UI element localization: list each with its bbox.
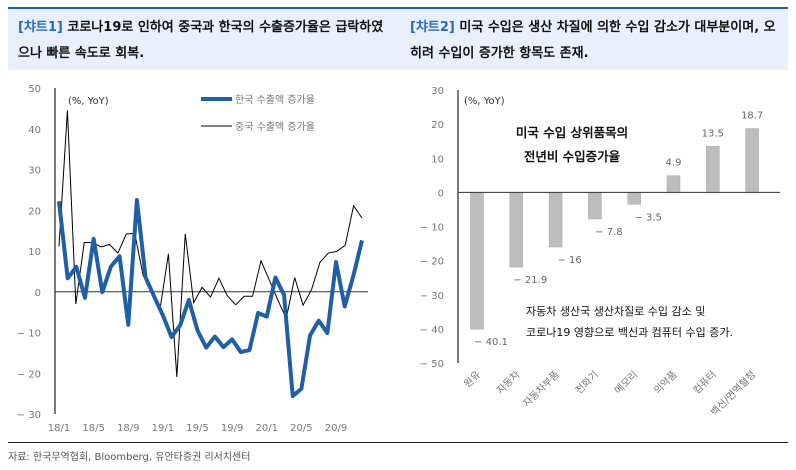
legend-korea-label: 한국 수출액 증가율 xyxy=(235,94,315,106)
y-tick-label: 30 xyxy=(28,166,41,177)
chart2-note-2: 코로나19 영향으로 백신과 컴퓨터 수입 증가. xyxy=(526,326,733,339)
data-label: − 7.8 xyxy=(595,227,622,238)
x-tick-label: 20/9 xyxy=(325,423,347,434)
y-tick-label: − 30 xyxy=(17,410,41,421)
x-tick-label: 전화기 xyxy=(573,369,601,397)
chart2-inner-title-2: 전년비 수입증가율 xyxy=(524,149,621,164)
x-tick-label: 19/9 xyxy=(221,423,243,434)
data-label: − 16 xyxy=(557,255,581,266)
x-tick-label: 의약품 xyxy=(652,369,680,397)
bar xyxy=(666,175,681,193)
x-tick-label: 자동차 xyxy=(494,369,522,397)
chart1-unit-label: (%, YoY) xyxy=(68,96,109,107)
x-tick-label: 메모리 xyxy=(612,369,640,397)
legend-china-label: 중국 수출액 증가율 xyxy=(235,121,315,133)
china-export-line xyxy=(58,110,363,377)
footer-divider xyxy=(8,442,788,443)
y-tick-label: − 20 xyxy=(420,257,444,268)
chart2-header: [챠트2] 미국 수입은 생산 차질에 의한 수입 감소가 대부분이며, 오히려… xyxy=(400,7,788,70)
data-label: 13.5 xyxy=(702,128,724,139)
y-tick-label: 50 xyxy=(28,84,41,95)
source-note: 자료: 한국무역협회, Bloomberg, 유안타증권 리서치센터 xyxy=(8,452,251,463)
y-tick-label: 30 xyxy=(431,86,444,97)
y-tick-label: − 50 xyxy=(420,359,444,370)
chart1: 50 40 30 20 10 0 − 10 − 20 − 30 18/1 18/5 18/9 19/1 1… xyxy=(17,84,368,434)
y-tick-label: 20 xyxy=(28,206,41,217)
x-tick-label: 자동차부품 xyxy=(521,369,562,410)
x-tick-label: 18/9 xyxy=(117,423,139,434)
bar xyxy=(588,192,602,220)
y-tick-label: 10 xyxy=(431,154,444,165)
y-tick-label: 0 xyxy=(35,288,41,299)
bar xyxy=(470,192,484,330)
bar xyxy=(548,192,563,248)
y-tick-label: 20 xyxy=(431,120,444,131)
x-tick-label: 20/1 xyxy=(256,423,278,434)
chart2-note-1: 자동차 생산국 생산차질로 수입 감소 및 xyxy=(526,305,705,318)
y-tick-label: − 10 xyxy=(17,329,41,340)
chart2-inner-title-1: 미국 수입 상위품목의 xyxy=(516,125,628,140)
bar xyxy=(706,146,720,193)
data-label: − 3.5 xyxy=(634,212,661,223)
data-label: 18.7 xyxy=(741,111,763,122)
y-tick-label: 40 xyxy=(28,125,41,136)
y-tick-label: − 20 xyxy=(17,369,41,380)
x-tick-label: 19/5 xyxy=(186,423,208,434)
data-label: − 40.1 xyxy=(474,337,508,348)
x-tick-label: 19/1 xyxy=(152,423,174,434)
bar xyxy=(509,192,524,268)
y-tick-label: − 10 xyxy=(420,223,444,234)
chart1-header: [챠트1] 코로나19로 인하여 중국과 한국의 수출증가율은 급락하였으나 빠… xyxy=(8,7,400,70)
bar xyxy=(745,128,759,193)
chart1-tag: [챠트1] xyxy=(18,20,63,35)
x-tick-label: 20/5 xyxy=(290,423,312,434)
chart2-header-text: 미국 수입은 생산 차질에 의한 수입 감소가 대부분이며, 오히려 수입이 증… xyxy=(410,20,776,61)
data-label: 4.9 xyxy=(666,158,682,169)
x-tick-label: 18/1 xyxy=(48,423,70,434)
chart1-header-text: 코로나19로 인하여 중국과 한국의 수출증가율은 급락하였으나 빠른 속도로 … xyxy=(18,20,384,61)
x-tick-label: 18/5 xyxy=(82,423,104,434)
y-tick-label: 0 xyxy=(438,188,444,199)
y-tick-label: − 30 xyxy=(420,291,444,302)
x-tick-label: 원유 xyxy=(462,369,484,391)
chart2-unit-label: (%, YoY) xyxy=(464,96,505,107)
data-label: − 21.9 xyxy=(513,275,547,286)
x-tick-label: 컴퓨터 xyxy=(691,369,719,397)
chart2-tag: [챠트2] xyxy=(410,20,455,35)
y-tick-label: − 40 xyxy=(420,325,444,336)
y-tick-label: 10 xyxy=(28,247,41,258)
bar xyxy=(627,192,641,205)
korea-export-line xyxy=(57,198,364,399)
